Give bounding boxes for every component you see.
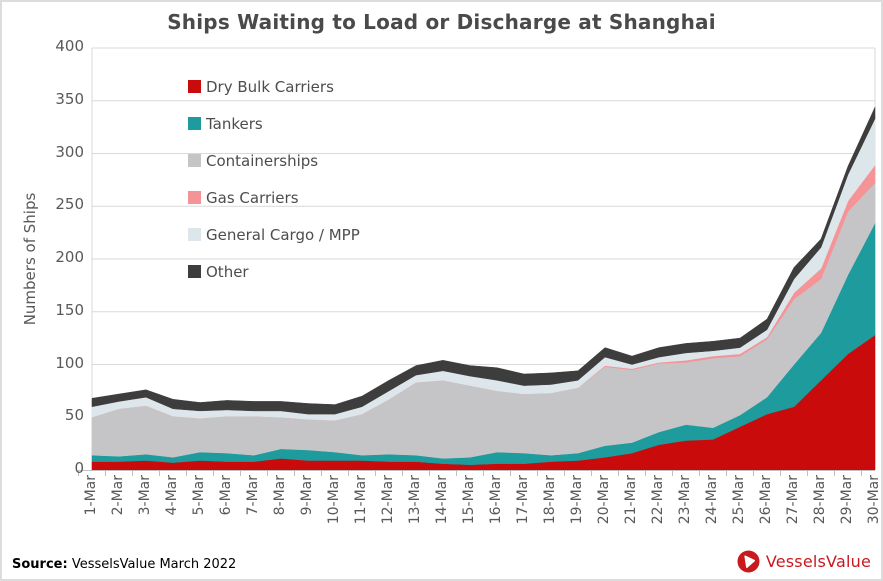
legend-swatch-icon: [188, 80, 201, 93]
x-tick-label-28-Mar: 28-Mar: [812, 475, 828, 525]
x-tick-label-16-Mar: 16-Mar: [488, 475, 504, 525]
legend-item-dry-bulk-carriers: Dry Bulk Carriers: [188, 68, 360, 105]
legend-label: Gas Carriers: [206, 188, 299, 207]
legend-label: Containerships: [206, 151, 319, 170]
x-tick-label-21-Mar: 21-Mar: [623, 475, 639, 525]
legend-item-tankers: Tankers: [188, 105, 360, 142]
x-tick-label-26-Mar: 26-Mar: [758, 475, 774, 525]
legend-item-other: Other: [188, 253, 360, 290]
x-tick-label-29-Mar: 29-Mar: [839, 475, 855, 525]
chart-title: Ships Waiting to Load or Discharge at Sh…: [167, 10, 716, 34]
x-tick-label-30-Mar: 30-Mar: [866, 475, 882, 525]
source-text: VesselsValue March 2022: [67, 557, 237, 572]
x-tick-label-12-Mar: 12-Mar: [380, 475, 396, 525]
legend-swatch-icon: [188, 154, 201, 167]
y-tick-label-250: 250: [55, 195, 84, 214]
x-tick-label-19-Mar: 19-Mar: [569, 475, 585, 525]
x-tick-label-18-Mar: 18-Mar: [542, 475, 558, 525]
legend: Dry Bulk Carriers Tankers Containerships Ga…: [188, 68, 360, 290]
brand-name: VesselsValue: [765, 552, 871, 571]
x-tick-label-3-Mar: 3-Mar: [137, 475, 153, 516]
y-tick-label-350: 350: [55, 89, 84, 108]
x-tick-label-10-Mar: 10-Mar: [326, 475, 342, 525]
x-tick-label-13-Mar: 13-Mar: [407, 475, 423, 525]
y-tick-label-150: 150: [55, 300, 84, 319]
legend-label: General Cargo / MPP: [206, 225, 360, 244]
x-tick-label-25-Mar: 25-Mar: [731, 475, 747, 525]
legend-item-gas-carriers: Gas Carriers: [188, 179, 360, 216]
y-axis-title: Numbers of Ships: [21, 192, 39, 326]
legend-label: Other: [206, 262, 249, 281]
legend-swatch-icon: [188, 228, 201, 241]
x-tick-label-8-Mar: 8-Mar: [272, 475, 288, 516]
x-tick-label-1-Mar: 1-Mar: [83, 475, 99, 516]
x-tick-label-15-Mar: 15-Mar: [461, 475, 477, 525]
x-tick-label-27-Mar: 27-Mar: [785, 475, 801, 525]
y-tick-label-100: 100: [55, 353, 84, 372]
x-tick-label-23-Mar: 23-Mar: [677, 475, 693, 525]
area-other: [91, 106, 876, 415]
legend-swatch-icon: [188, 117, 201, 130]
x-tick-label-2-Mar: 2-Mar: [110, 475, 126, 516]
y-tick-label-50: 50: [64, 406, 84, 425]
y-tick-label-0: 0: [74, 459, 84, 477]
x-tick-label-5-Mar: 5-Mar: [191, 475, 207, 516]
legend-item-containerships: Containerships: [188, 142, 360, 179]
source-label: Source:: [12, 557, 68, 572]
x-tick-label-9-Mar: 9-Mar: [299, 475, 315, 516]
legend-swatch-icon: [188, 191, 201, 204]
x-tick-label-17-Mar: 17-Mar: [515, 475, 531, 525]
y-tick-label-400: 400: [55, 37, 84, 55]
vesselsvalue-logo-icon: [737, 550, 760, 573]
source-line: Source: VesselsValue March 2022: [12, 557, 236, 572]
legend-swatch-icon: [188, 265, 201, 278]
x-tick-label-6-Mar: 6-Mar: [218, 475, 234, 516]
x-tick-label-11-Mar: 11-Mar: [353, 475, 369, 525]
x-tick-label-22-Mar: 22-Mar: [650, 475, 666, 525]
x-tick-label-14-Mar: 14-Mar: [434, 475, 450, 525]
brand-logo: VesselsValue: [737, 550, 871, 573]
legend-item-general-cargo-mpp: General Cargo / MPP: [188, 216, 360, 253]
y-tick-label-200: 200: [55, 248, 84, 266]
x-tick-label-4-Mar: 4-Mar: [164, 475, 180, 516]
y-tick-label-300: 300: [55, 142, 84, 161]
x-tick-label-24-Mar: 24-Mar: [704, 475, 720, 525]
x-tick-label-7-Mar: 7-Mar: [245, 475, 261, 516]
x-tick-label-20-Mar: 20-Mar: [596, 475, 612, 525]
legend-label: Dry Bulk Carriers: [206, 77, 334, 96]
legend-label: Tankers: [206, 114, 263, 133]
